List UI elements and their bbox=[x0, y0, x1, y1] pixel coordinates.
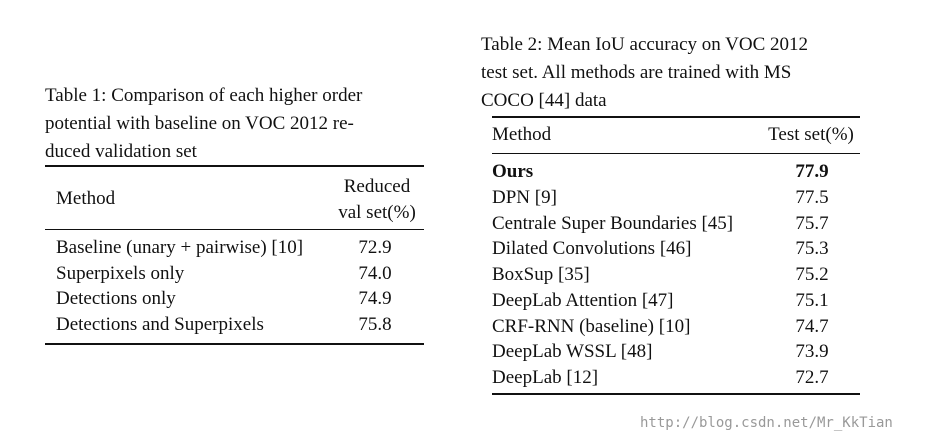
table-rule bbox=[45, 229, 424, 230]
row-label: Ours bbox=[492, 161, 534, 182]
watermark: http://blog.csdn.net/Mr_KkTian bbox=[640, 415, 893, 431]
cell-value: 75.8 bbox=[358, 314, 392, 336]
caption-line: potential with baseline on VOC 2012 re- bbox=[45, 113, 354, 134]
table-rule bbox=[45, 165, 424, 167]
cell-value: 75.3 bbox=[795, 238, 829, 260]
row-label: Superpixels only bbox=[56, 262, 185, 284]
row-label: DeepLab Attention [47] bbox=[492, 289, 674, 311]
cell-value: 72.7 bbox=[795, 367, 829, 388]
cell-value: 74.7 bbox=[795, 315, 829, 337]
cell-value: 77.5 bbox=[795, 186, 829, 208]
column-header: Method bbox=[56, 188, 116, 209]
column-header: Method bbox=[492, 124, 552, 145]
row-label: Baseline (unary + pairwise) [10] bbox=[56, 237, 304, 258]
column-header: Reduced bbox=[343, 176, 411, 197]
caption-line: COCO [44] data bbox=[481, 90, 607, 111]
table-rule bbox=[492, 116, 860, 118]
cell-value: 75.1 bbox=[795, 289, 829, 311]
row-label: Dilated Convolutions [46] bbox=[492, 238, 692, 260]
cell-value: 73.9 bbox=[795, 341, 829, 363]
row-label: DeepLab [12] bbox=[492, 367, 599, 388]
row-label: Centrale Super Boundaries [45] bbox=[492, 212, 734, 234]
cell-value: 75.2 bbox=[795, 264, 829, 285]
cell-value: 77.9 bbox=[795, 161, 829, 182]
row-label: DPN [9] bbox=[492, 186, 557, 208]
column-header: Test set(%) bbox=[768, 124, 854, 145]
row-label: Detections only bbox=[56, 288, 176, 310]
table-rule bbox=[492, 153, 860, 154]
caption-line: Table 2: Mean IoU accuracy on VOC 2012 bbox=[481, 34, 809, 55]
cell-value: 74.0 bbox=[358, 262, 392, 284]
row-label: BoxSup [35] bbox=[492, 264, 590, 285]
row-label: CRF-RNN (baseline) [10] bbox=[492, 315, 691, 337]
table-rule bbox=[45, 343, 424, 345]
row-label: DeepLab WSSL [48] bbox=[492, 341, 653, 363]
cell-value: 74.9 bbox=[358, 288, 392, 310]
table-rule bbox=[492, 393, 860, 395]
caption-line: duced validation set bbox=[45, 141, 197, 162]
cell-value: 72.9 bbox=[358, 237, 392, 258]
row-label: Detections and Superpixels bbox=[56, 314, 264, 336]
column-header: val set(%) bbox=[338, 202, 416, 223]
cell-value: 75.7 bbox=[795, 212, 829, 234]
caption-line: test set. All methods are trained with M… bbox=[481, 62, 792, 83]
caption-line: Table 1: Comparison of each higher order bbox=[45, 85, 363, 106]
